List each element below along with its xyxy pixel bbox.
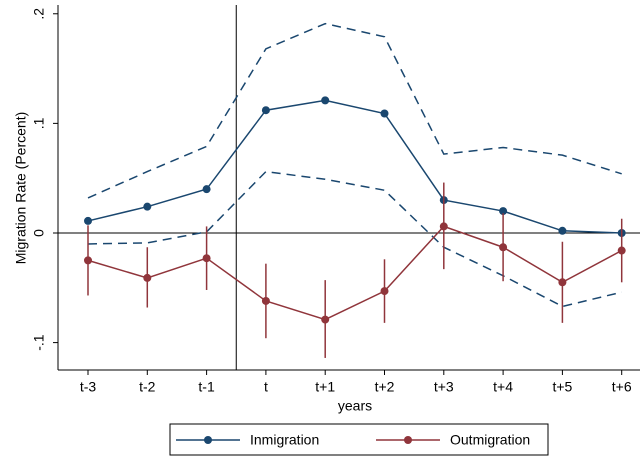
marker xyxy=(499,207,508,216)
marker xyxy=(84,256,92,265)
y-tick-label: .1 xyxy=(31,117,47,129)
x-tick-label: t+3 xyxy=(434,379,454,395)
x-tick-label: t xyxy=(264,379,268,395)
legend-label: Inmigration xyxy=(250,432,319,448)
legend-marker xyxy=(204,436,212,444)
x-tick-label: t+5 xyxy=(552,379,572,395)
legend-label: Outmigration xyxy=(450,432,530,448)
x-tick-label: t+4 xyxy=(493,379,513,395)
y-tick-label: -.1 xyxy=(31,334,47,351)
x-tick-label: t-2 xyxy=(139,379,156,395)
y-tick-label: 0 xyxy=(31,229,47,237)
marker xyxy=(84,216,92,225)
marker xyxy=(143,202,152,211)
marker xyxy=(202,185,211,194)
x-tick-label: t+6 xyxy=(612,379,632,395)
marker xyxy=(558,226,567,235)
marker xyxy=(202,254,211,263)
marker xyxy=(380,287,389,296)
marker xyxy=(439,222,448,231)
marker xyxy=(321,96,330,105)
legend-marker xyxy=(404,436,412,444)
x-tick-label: t+2 xyxy=(375,379,395,395)
marker xyxy=(261,106,270,115)
marker xyxy=(321,315,330,324)
series-line xyxy=(87,99,622,234)
x-tick-label: t-1 xyxy=(198,379,215,395)
marker xyxy=(143,273,152,282)
marker xyxy=(558,278,567,287)
ci-line xyxy=(87,22,622,199)
x-tick-label: t+1 xyxy=(315,379,335,395)
y-tick-label: .2 xyxy=(31,8,47,20)
x-axis-label: years xyxy=(338,398,372,414)
marker xyxy=(380,109,389,118)
y-axis-label: Migration Rate (Percent) xyxy=(13,112,29,265)
marker xyxy=(617,246,626,255)
marker xyxy=(499,243,508,252)
series-line xyxy=(87,225,623,321)
marker xyxy=(261,296,270,305)
x-tick-label: t-3 xyxy=(80,379,97,395)
